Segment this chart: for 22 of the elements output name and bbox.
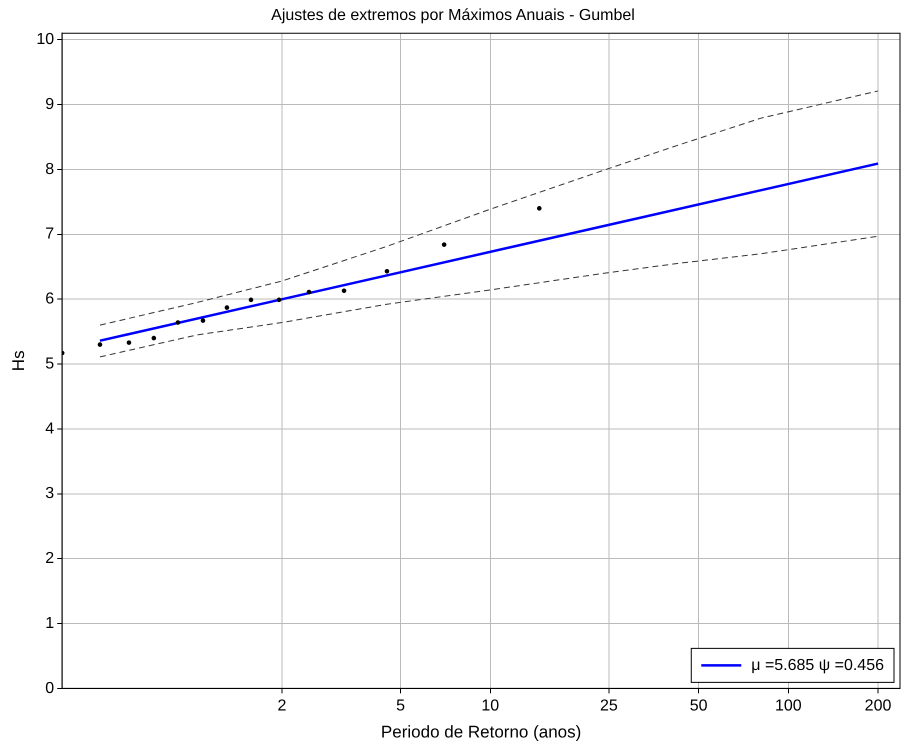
y-tick-label: 1 <box>45 614 54 632</box>
y-axis-title: Hs <box>8 350 28 372</box>
y-tick-label: 6 <box>45 290 54 308</box>
y-tick-label: 0 <box>45 680 54 697</box>
y-tick-label: 3 <box>45 485 54 502</box>
y-tick-label: 5 <box>45 355 54 372</box>
y-tick-label: 7 <box>45 226 54 243</box>
x-tick-label: 50 <box>690 697 708 714</box>
x-tick-label: 25 <box>600 697 618 714</box>
x-tick-label: 10 <box>481 697 500 714</box>
y-tick-label: 4 <box>45 420 54 438</box>
y-tick-label: 10 <box>36 31 54 48</box>
x-tick-label: 200 <box>864 697 892 714</box>
legend-label: μ =5.685 ψ =0.456 <box>751 656 884 674</box>
chart-title: Ajustes de extremos por Máximos Anuais - Gumbel <box>271 7 635 24</box>
y-tick-label: 2 <box>45 550 54 568</box>
x-axis-title: Periodo de Retorno (anos) <box>380 722 582 742</box>
y-tick-label: 9 <box>45 96 54 113</box>
x-tick-label: 2 <box>278 697 287 714</box>
y-tick-label: 8 <box>45 160 54 178</box>
x-tick-label: 100 <box>774 697 802 714</box>
x-tick-label: 5 <box>396 697 406 714</box>
